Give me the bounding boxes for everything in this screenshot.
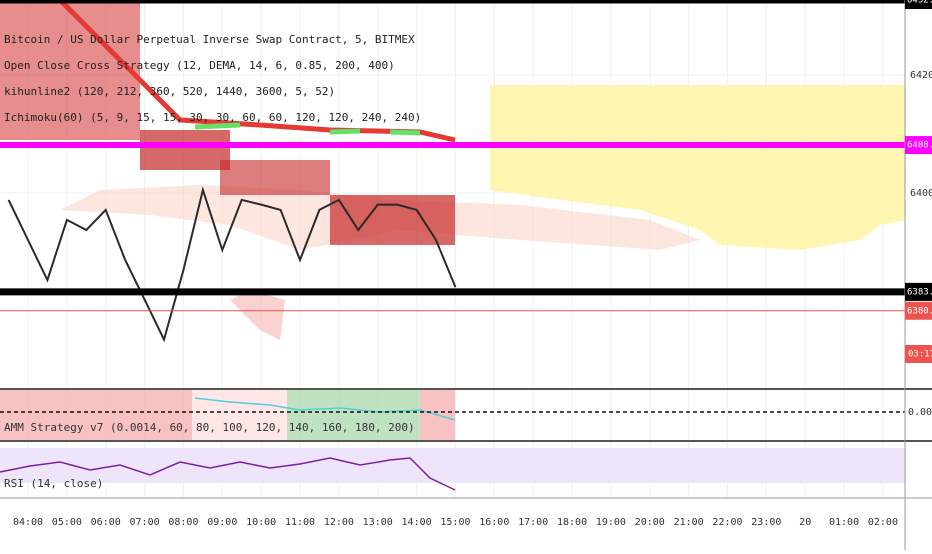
countdown-badge [905, 345, 932, 363]
x-tick-label: 15:00 [440, 517, 470, 528]
x-tick-label: 14:00 [402, 517, 432, 528]
x-tick-label: 16:00 [479, 517, 509, 528]
x-tick-label: 20 [799, 517, 811, 528]
countdown: 03:17 [908, 350, 932, 360]
legend-line: kihunline2 (120, 212, 360, 520, 1440, 36… [4, 85, 335, 98]
x-tick-label: 11:00 [285, 517, 315, 528]
price-badge-label: 6383.2 [907, 287, 932, 297]
rsi-line [0, 457, 456, 491]
x-tick-label: 18:00 [557, 517, 587, 528]
y-tick-label: 6420.0 [910, 70, 932, 81]
strategy-box [140, 130, 230, 170]
x-tick-label: 22:00 [712, 517, 742, 528]
rsi-band [0, 448, 905, 483]
y-tick-label: 6400.0 [910, 188, 932, 199]
x-tick-label: 20:00 [635, 517, 665, 528]
price-badge [905, 136, 932, 155]
amm-zone [370, 390, 420, 440]
x-tick-label: 06:00 [91, 517, 121, 528]
price-badge-label: 6380.0 [907, 306, 932, 316]
amm-zone [192, 390, 287, 440]
strategy-box [330, 195, 455, 245]
amm-zone [287, 390, 370, 440]
price-line [7, 186, 457, 343]
amm-zero-label: 0.0000 [908, 407, 932, 418]
x-tick-label: 04:00 [13, 517, 43, 528]
price-badge [905, 0, 932, 9]
amm-zone [0, 390, 192, 440]
amm-title: AMM Strategy v7 (0.0014, 60, 80, 100, 12… [4, 421, 415, 434]
legend-line: Ichimoku(60) (5, 9, 15, 15, 30, 30, 60, … [4, 111, 421, 124]
legend: Bitcoin / US Dollar Perpetual Inverse Sw… [4, 33, 421, 124]
price-badge-label: 6408.1 [907, 141, 932, 151]
x-tick-label: 21:00 [674, 517, 704, 528]
x-tick-label: 19:00 [596, 517, 626, 528]
x-tick-label: 07:00 [130, 517, 160, 528]
x-tick-label: 08:00 [168, 517, 198, 528]
x-tick-label: 17:00 [518, 517, 548, 528]
x-tick-label: 13:00 [363, 517, 393, 528]
x-tick-label: 23:00 [751, 517, 781, 528]
strategy-box [220, 160, 330, 195]
strategy-box [0, 0, 140, 140]
x-tick-label: 10:00 [246, 517, 276, 528]
price-badge [905, 301, 932, 320]
rsi-title: RSI (14, close) [4, 477, 103, 490]
legend-line: Open Close Cross Strategy (12, DEMA, 14,… [4, 59, 395, 72]
price-badge [905, 282, 932, 301]
x-tick-label: 12:00 [324, 517, 354, 528]
amm-line [194, 397, 456, 421]
main-pane [0, 0, 905, 343]
x-tick-label: 09:00 [207, 517, 237, 528]
price-badge-label: 6432.7 [907, 0, 932, 6]
x-tick-label: 05:00 [52, 517, 82, 528]
kihun-line-up [194, 122, 421, 136]
legend-line: Bitcoin / US Dollar Perpetual Inverse Sw… [4, 33, 415, 46]
forecast-area [490, 0, 905, 250]
x-tick-label: 02:00 [868, 517, 898, 528]
x-tick-label: 01:00 [829, 517, 859, 528]
cloud-lower [230, 290, 285, 340]
